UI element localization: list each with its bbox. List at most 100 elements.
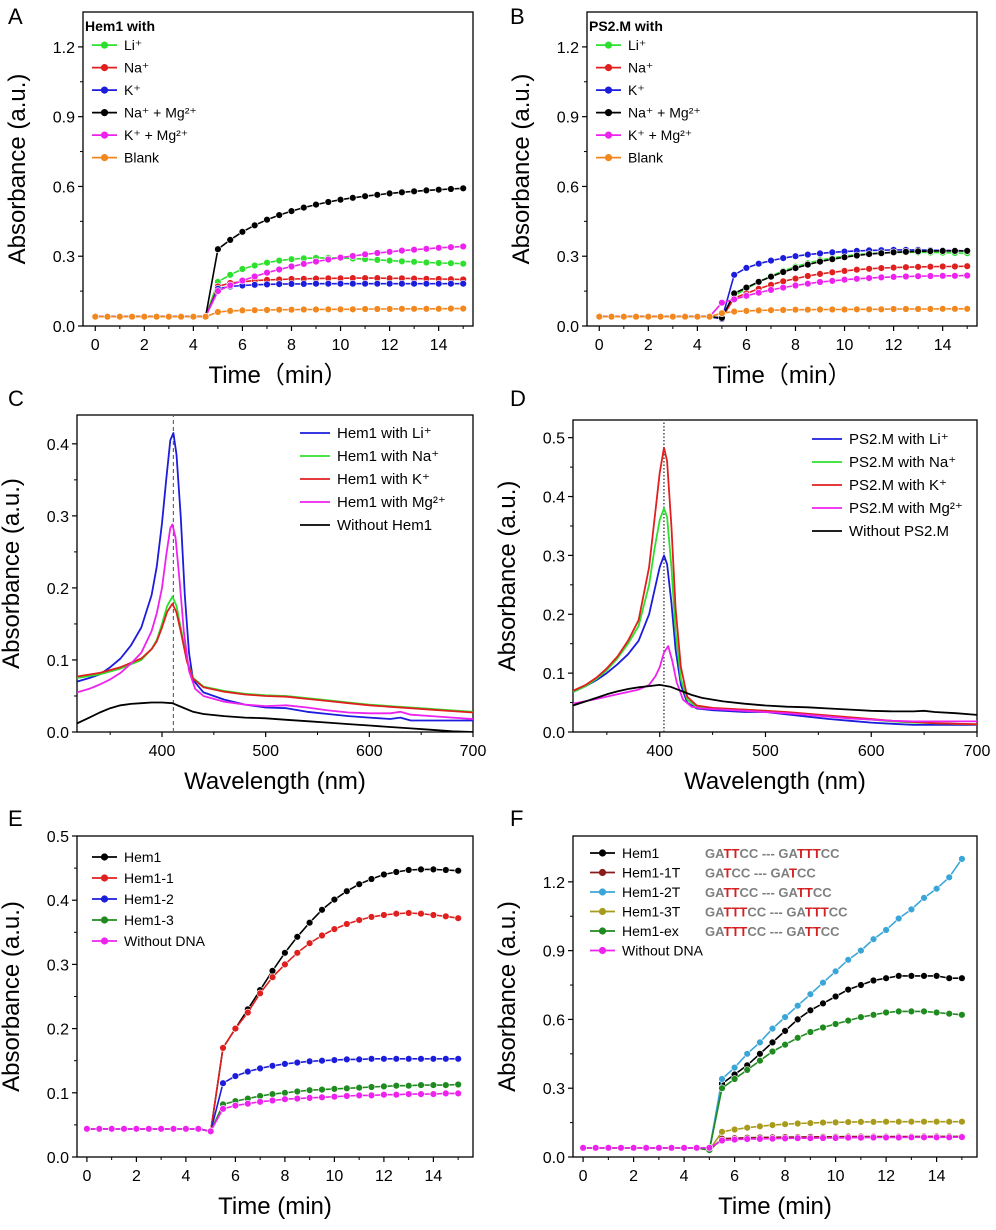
legend-marker <box>604 131 613 139</box>
x-tick-label: 12 <box>885 337 903 354</box>
data-point <box>781 1040 789 1049</box>
data-point <box>840 305 849 314</box>
x-tick-label: 4 <box>680 1168 689 1185</box>
data-point <box>275 306 283 314</box>
data-point <box>275 211 283 219</box>
data-point <box>655 1144 663 1152</box>
data-point <box>447 185 455 193</box>
data-point <box>367 1055 376 1063</box>
data-point <box>756 1056 764 1065</box>
data-point <box>293 1094 301 1103</box>
x-tick-label: 0 <box>82 1168 91 1185</box>
data-point <box>256 1064 264 1073</box>
data-point <box>231 1101 240 1110</box>
legend-entry: K⁺ + Mg²⁺ <box>124 127 188 143</box>
data-point <box>730 1135 739 1144</box>
series-line <box>573 645 977 723</box>
data-point <box>417 909 425 918</box>
data-point <box>373 256 381 264</box>
data-point <box>157 1125 165 1133</box>
data-point <box>435 259 443 267</box>
data-point <box>226 236 234 244</box>
data-point <box>781 1013 789 1021</box>
data-point <box>385 189 394 198</box>
data-point <box>293 1087 301 1096</box>
data-point <box>828 268 836 276</box>
x-axis-label: Time (min) <box>218 1193 332 1220</box>
data-point <box>819 1134 827 1142</box>
chart-panel-f: F 0 2 4 6 8 10 12 14 0.0 0.3 0.6 0.9 1.2 Time (min) Abs… <box>494 806 978 1220</box>
data-point <box>958 1133 966 1141</box>
series-group <box>579 855 966 1154</box>
x-tick-label: 10 <box>332 337 350 354</box>
y-tick-label: 0.3 <box>543 548 565 565</box>
x-tick-label: 10 <box>836 337 854 354</box>
data-point <box>816 249 824 258</box>
data-point <box>857 981 865 989</box>
data-point <box>219 1044 227 1052</box>
data-point <box>312 280 320 288</box>
data-point <box>768 1121 777 1129</box>
data-point <box>305 1057 314 1066</box>
y-tick-label: 0.3 <box>47 509 69 526</box>
legend-marker <box>100 916 109 924</box>
chart-panel-c: C 400 500 600 700 0.0 0.1 0.2 0.3 0.4 Wavelength (… <box>0 386 486 795</box>
data-point <box>889 263 898 272</box>
data-point <box>293 949 301 957</box>
data-point <box>281 1095 289 1103</box>
y-tick-label: 0.4 <box>47 893 69 910</box>
y-axis-label: Absorbance (a.u.) <box>494 901 521 1092</box>
legend-marker <box>604 41 613 49</box>
x-tick-label: 6 <box>742 337 751 354</box>
data-point <box>869 1133 878 1142</box>
data-point <box>330 1085 339 1093</box>
data-point <box>853 275 861 283</box>
chart-panel-e: E 0 2 4 6 8 10 12 14 0.0 0.1 0.2 0.3 0.4 0.5 Time (min)… <box>0 806 474 1220</box>
data-point <box>926 263 935 271</box>
plot-frame <box>572 419 978 733</box>
data-point <box>793 1119 802 1128</box>
data-point <box>945 873 953 881</box>
series-group <box>77 432 473 732</box>
data-point <box>182 1125 190 1133</box>
data-point <box>385 280 394 288</box>
data-point <box>312 305 320 314</box>
sequence-label: GATTTCC --- GATTCC <box>705 924 840 939</box>
x-axis-label: Time（min） <box>712 362 851 389</box>
data-point <box>107 1125 116 1133</box>
data-point <box>951 272 959 280</box>
data-point <box>380 1055 388 1063</box>
data-point <box>343 920 351 928</box>
x-tick-label: 500 <box>252 743 279 760</box>
data-point <box>920 1117 928 1126</box>
data-point <box>768 1047 777 1056</box>
data-point <box>718 299 726 307</box>
data-point <box>442 1055 450 1063</box>
data-point <box>791 274 800 283</box>
panel-letter-c: C <box>8 386 24 411</box>
data-point <box>767 306 775 314</box>
x-axis-label: Time (min) <box>718 1193 832 1220</box>
data-point <box>779 254 787 262</box>
x-tick-label: 6 <box>730 1168 739 1185</box>
x-axis-label: Time（min） <box>208 362 347 389</box>
x-tick-label: 4 <box>693 337 702 354</box>
data-point <box>263 269 271 277</box>
legend-entry: Hem1-2 <box>124 891 174 907</box>
x-tick-label: 14 <box>928 1168 946 1185</box>
legend-entry: Hem1 <box>622 845 660 861</box>
x-tick-label: 0 <box>91 337 100 354</box>
legend-entry: Hem1-3T <box>622 904 681 920</box>
data-point <box>293 933 301 941</box>
series-line <box>77 523 473 720</box>
data-point <box>355 880 363 888</box>
data-point <box>669 313 677 321</box>
y-tick-label: 0.0 <box>543 1150 565 1167</box>
data-point <box>251 272 259 281</box>
legend-marker <box>100 64 109 72</box>
data-point <box>268 967 277 975</box>
data-point <box>844 1016 852 1025</box>
data-point <box>238 306 247 315</box>
data-point <box>263 216 271 224</box>
data-point <box>385 305 394 313</box>
